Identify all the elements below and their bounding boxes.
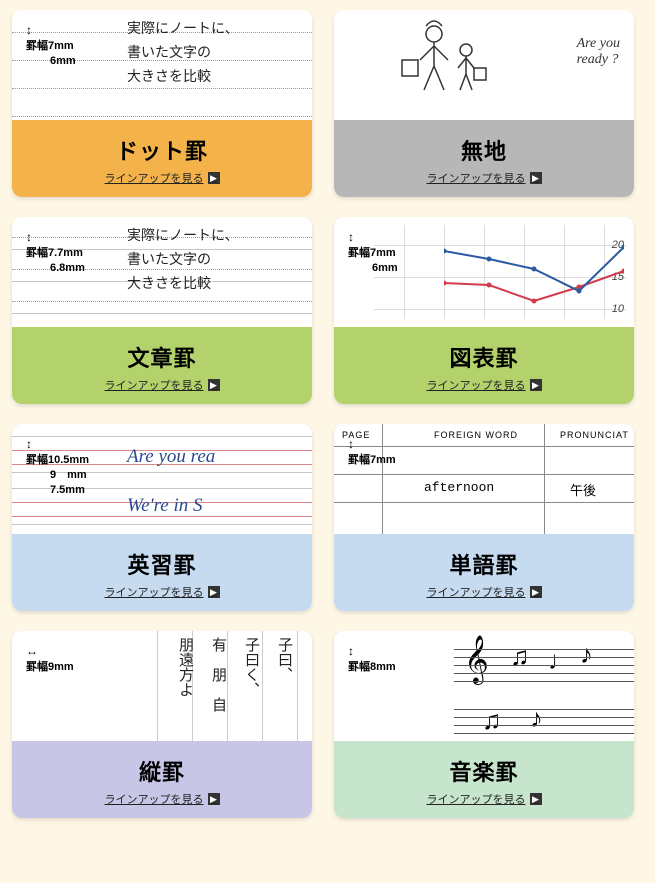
- link-label: ラインアップを見る: [105, 377, 204, 393]
- chevron-right-icon: ▶: [530, 793, 542, 805]
- chevron-right-icon: ▶: [208, 379, 220, 391]
- card-title: 図表罫: [334, 341, 634, 373]
- card-footer: 縦罫ラインアップを見る ▶: [12, 741, 312, 818]
- lineup-link[interactable]: ラインアップを見る ▶: [105, 377, 220, 393]
- spec-line: 罫幅7.7mm: [26, 246, 123, 261]
- card-title: 無地: [334, 134, 634, 166]
- link-label: ラインアップを見る: [427, 791, 526, 807]
- card-music[interactable]: ↕罫幅8mm𝄞♫♩♪♫♪ 音楽罫ラインアップを見る ▶: [334, 631, 634, 818]
- spec-line: 罫幅7mm: [348, 246, 445, 261]
- card-blank[interactable]: Are you ready ? 無地ラインアップを見る ▶: [334, 10, 634, 197]
- card-footer: 英習罫ラインアップを見る ▶: [12, 534, 312, 611]
- card-dot[interactable]: ↕罫幅7mm6mm実際にノートに、書いた文字の大きさを比較ドット罫ラインアップを…: [12, 10, 312, 197]
- spec: ↕罫幅10.5mm9 mm7.5mm: [12, 424, 127, 534]
- card-text[interactable]: ↕罫幅7.7mm6.8mm実際にノートに、書いた文字の大きさを比較文章罫ラインア…: [12, 217, 312, 404]
- sample-text: Are you reaWe're in S: [127, 424, 312, 534]
- card-title: 音楽罫: [334, 755, 634, 787]
- link-label: ラインアップを見る: [105, 170, 204, 186]
- chevron-right-icon: ▶: [530, 586, 542, 598]
- preview: ↕罫幅7mmPAGEFOREIGN WORDPRONUNCIATafternoo…: [334, 424, 634, 534]
- lineup-link[interactable]: ラインアップを見る ▶: [427, 791, 542, 807]
- lineup-link[interactable]: ラインアップを見る ▶: [105, 584, 220, 600]
- card-vocab[interactable]: ↕罫幅7mmPAGEFOREIGN WORDPRONUNCIATafternoo…: [334, 424, 634, 611]
- spec: ↔罫幅9mm: [12, 631, 127, 741]
- preview: Are you ready ?: [334, 10, 634, 120]
- sample-text: 実際にノートに、書いた文字の大きさを比較: [127, 217, 312, 327]
- lineup-link[interactable]: ラインアップを見る ▶: [427, 377, 542, 393]
- chevron-right-icon: ▶: [530, 379, 542, 391]
- chevron-right-icon: ▶: [208, 586, 220, 598]
- spec-line: 6mm: [348, 261, 445, 276]
- link-label: ラインアップを見る: [105, 584, 204, 600]
- tate-text: 子曰、子曰く、有 朋 自朋遠方よ: [127, 631, 312, 741]
- spec-line: 6mm: [26, 54, 123, 69]
- card-grid: ↕罫幅7mm6mm実際にノートに、書いた文字の大きさを比較ドット罫ラインアップを…: [12, 10, 643, 818]
- preview: ↔罫幅9mm子曰、子曰く、有 朋 自朋遠方よ: [12, 631, 312, 741]
- spec: ↕罫幅7mm6mm: [334, 217, 449, 327]
- spec: ↕罫幅8mm: [334, 631, 449, 741]
- card-footer: 音楽罫ラインアップを見る ▶: [334, 741, 634, 818]
- lineup-link[interactable]: ラインアップを見る ▶: [427, 170, 542, 186]
- spec-line: 罫幅8mm: [348, 660, 445, 675]
- preview: ↕罫幅7mm6mm201510: [334, 217, 634, 327]
- card-footer: 文章罫ラインアップを見る ▶: [12, 327, 312, 404]
- ruling: [334, 10, 634, 120]
- spec-line: 9 mm: [26, 468, 123, 483]
- spec-line: 6.8mm: [26, 261, 123, 276]
- card-title: 英習罫: [12, 548, 312, 580]
- card-chart[interactable]: ↕罫幅7mm6mm201510 図表罫ラインアップを見る ▶: [334, 217, 634, 404]
- chevron-right-icon: ▶: [208, 793, 220, 805]
- card-title: ドット罫: [12, 134, 312, 166]
- spec: ↕罫幅7mm: [334, 424, 449, 534]
- card-tate[interactable]: ↔罫幅9mm子曰、子曰く、有 朋 自朋遠方よ縦罫ラインアップを見る ▶: [12, 631, 312, 818]
- spec-line: 罫幅7mm: [348, 453, 445, 468]
- chevron-right-icon: ▶: [208, 172, 220, 184]
- spec-line: 罫幅7mm: [26, 39, 123, 54]
- preview: ↕罫幅8mm𝄞♫♩♪♫♪: [334, 631, 634, 741]
- link-label: ラインアップを見る: [427, 584, 526, 600]
- lineup-link[interactable]: ラインアップを見る ▶: [427, 584, 542, 600]
- spec: ↕罫幅7mm6mm: [12, 10, 127, 120]
- card-title: 縦罫: [12, 755, 312, 787]
- card-footer: ドット罫ラインアップを見る ▶: [12, 120, 312, 197]
- spec-line: 罫幅9mm: [26, 660, 123, 675]
- card-footer: 図表罫ラインアップを見る ▶: [334, 327, 634, 404]
- card-title: 文章罫: [12, 341, 312, 373]
- spec-line: 7.5mm: [26, 483, 123, 498]
- preview: ↕罫幅10.5mm9 mm7.5mmAre you reaWe're in S: [12, 424, 312, 534]
- spec-line: 罫幅10.5mm: [26, 453, 123, 468]
- link-label: ラインアップを見る: [427, 377, 526, 393]
- link-label: ラインアップを見る: [105, 791, 204, 807]
- preview: ↕罫幅7.7mm6.8mm実際にノートに、書いた文字の大きさを比較: [12, 217, 312, 327]
- card-footer: 無地ラインアップを見る ▶: [334, 120, 634, 197]
- lineup-link[interactable]: ラインアップを見る ▶: [105, 170, 220, 186]
- card-footer: 単語罫ラインアップを見る ▶: [334, 534, 634, 611]
- preview: ↕罫幅7mm6mm実際にノートに、書いた文字の大きさを比較: [12, 10, 312, 120]
- lineup-link[interactable]: ラインアップを見る ▶: [105, 791, 220, 807]
- chevron-right-icon: ▶: [530, 172, 542, 184]
- sample-text: 実際にノートに、書いた文字の大きさを比較: [127, 10, 312, 120]
- spec: ↕罫幅7.7mm6.8mm: [12, 217, 127, 327]
- link-label: ラインアップを見る: [427, 170, 526, 186]
- card-title: 単語罫: [334, 548, 634, 580]
- card-english[interactable]: ↕罫幅10.5mm9 mm7.5mmAre you reaWe're in S英…: [12, 424, 312, 611]
